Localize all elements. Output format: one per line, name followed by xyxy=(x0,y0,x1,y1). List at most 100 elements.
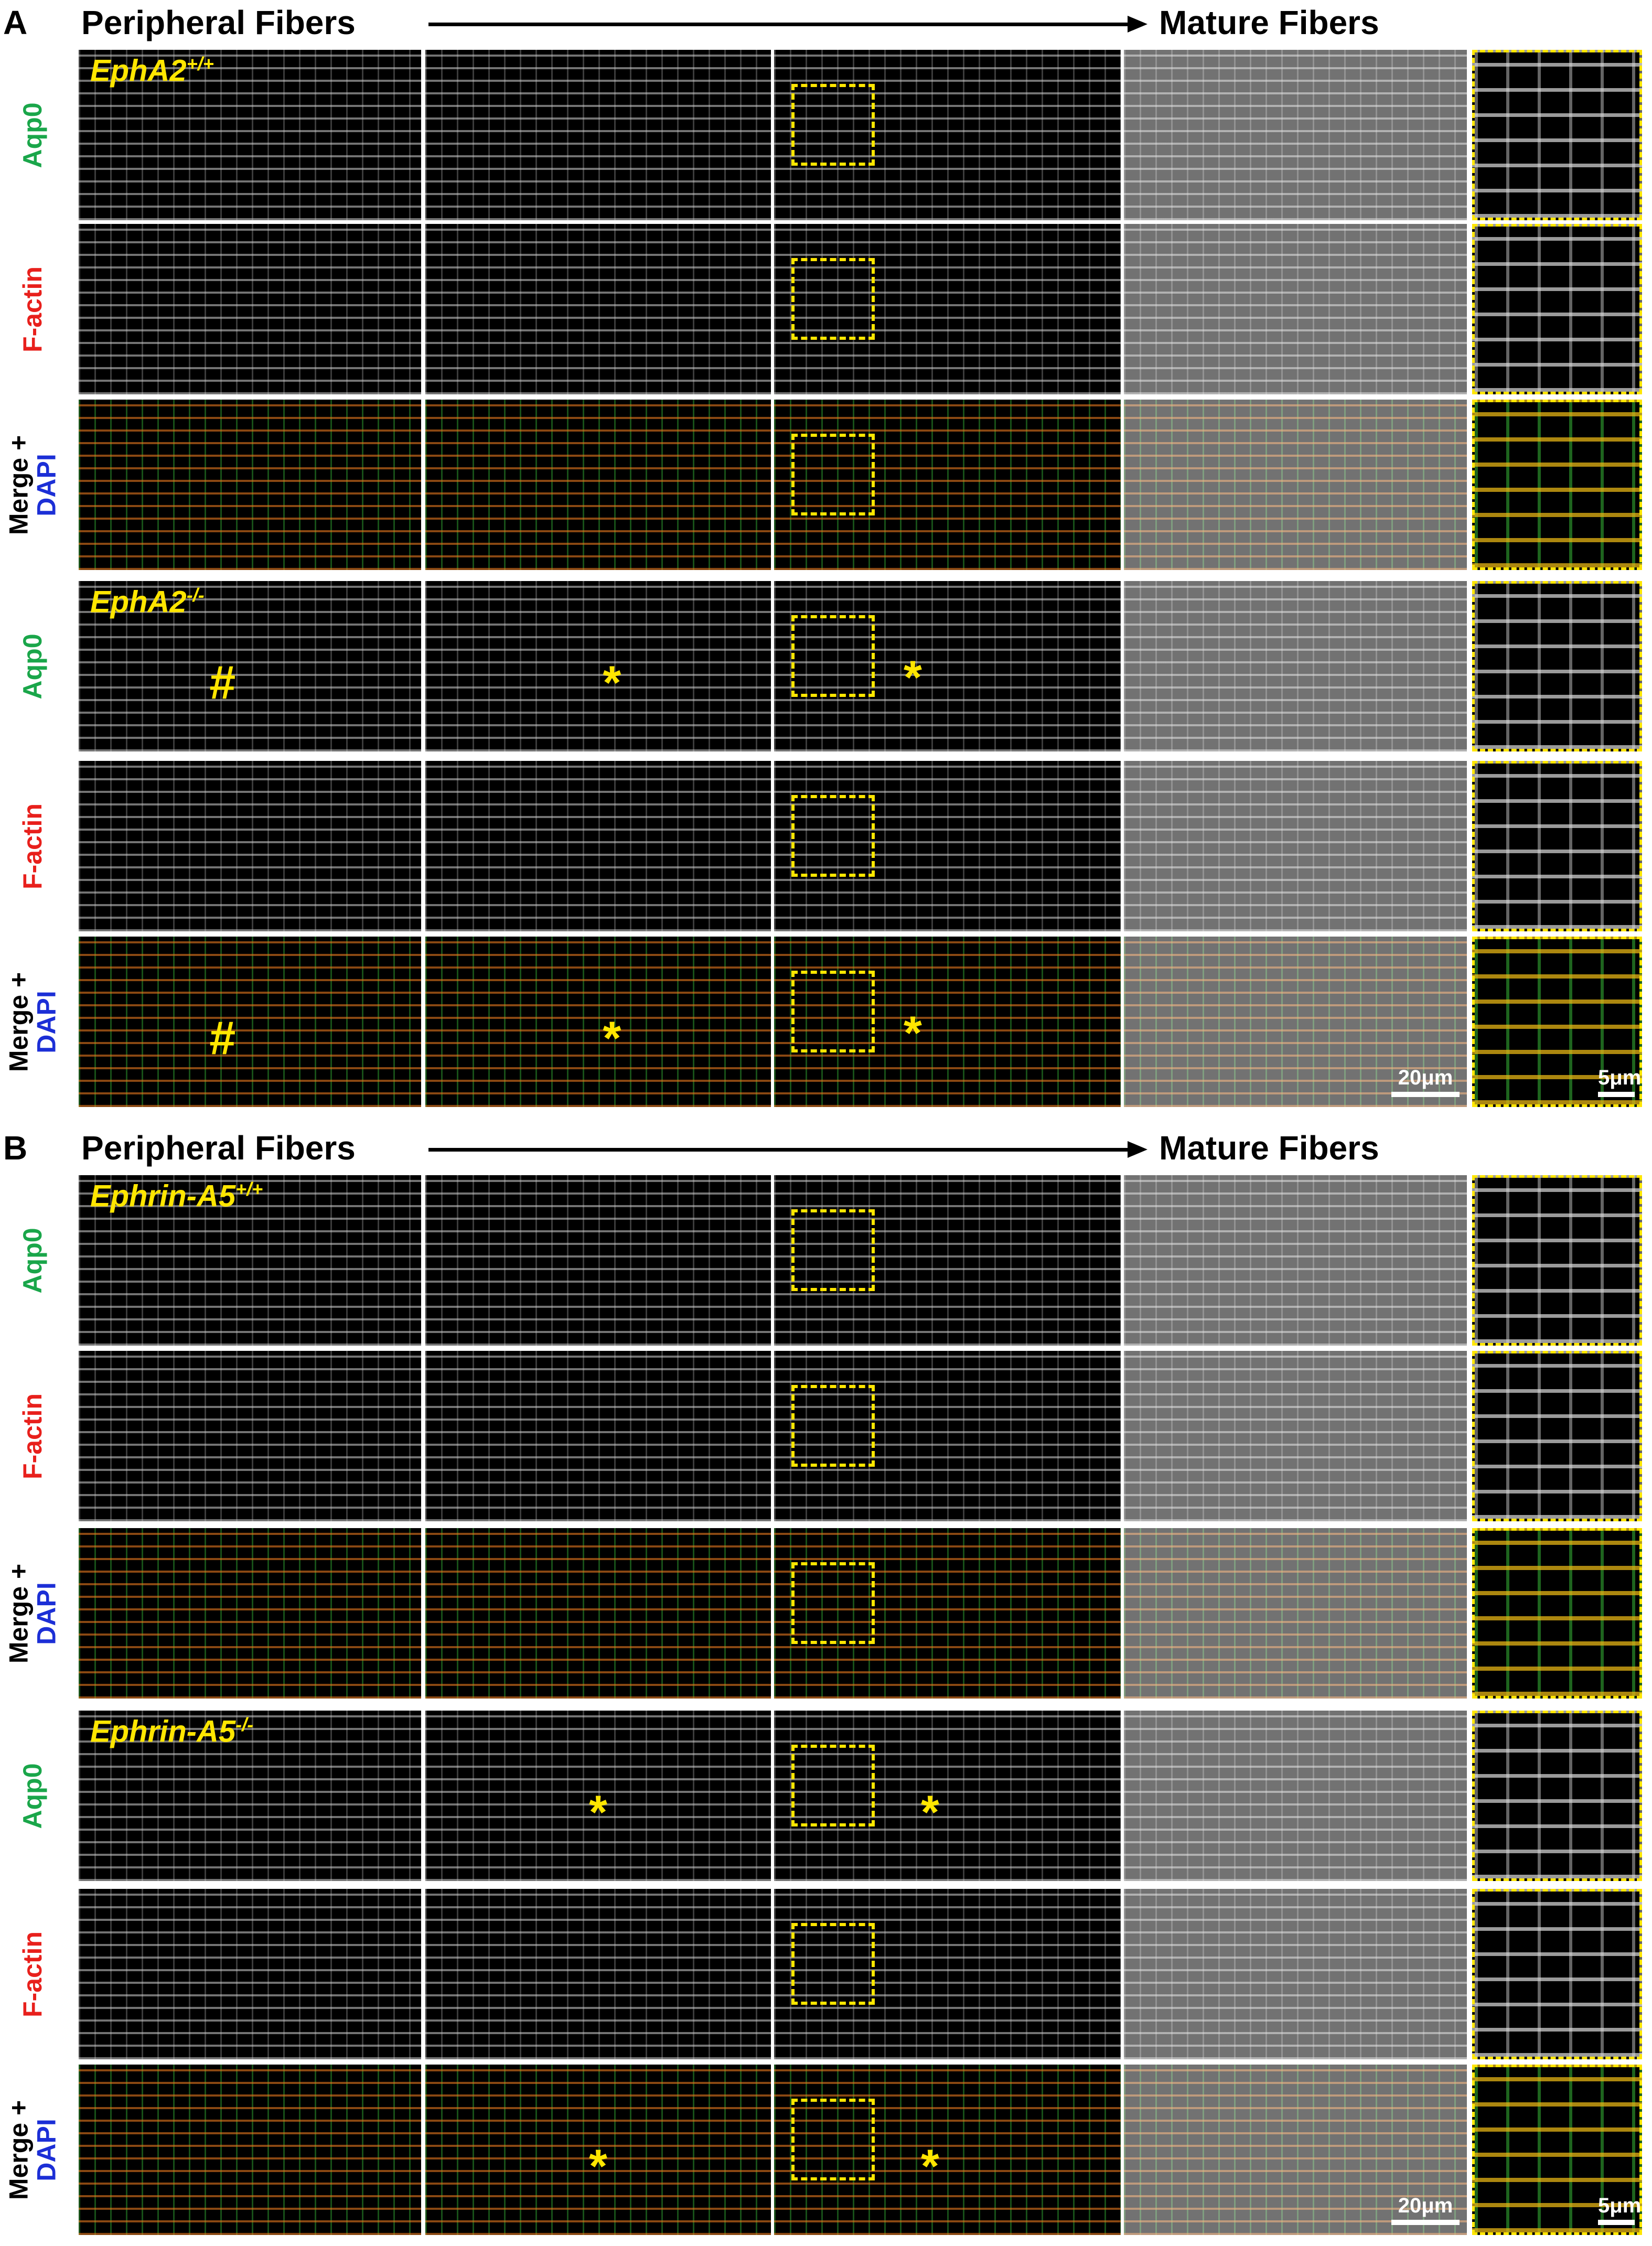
micrograph xyxy=(774,937,1121,1107)
channel-text: F-actin xyxy=(17,266,47,352)
channel-label: F-actin xyxy=(17,266,47,352)
micrograph xyxy=(1124,2065,1467,2235)
channel-label: F-actin xyxy=(17,803,47,889)
zoom-box xyxy=(791,84,875,166)
zoom-box xyxy=(791,615,875,697)
micrograph xyxy=(774,1528,1121,1699)
micrograph xyxy=(1124,1351,1467,1521)
micrograph xyxy=(1124,1175,1467,1346)
micrograph xyxy=(425,2065,771,2235)
genotype-label: Ephrin-A5-/- xyxy=(90,1714,253,1749)
channel-text: DAPI xyxy=(31,453,61,517)
zoom-box xyxy=(791,1923,875,2005)
header-end: Mature Fibers xyxy=(1159,4,1379,41)
micrograph xyxy=(1472,400,1642,570)
micrograph xyxy=(425,400,771,570)
channel-label: F-actin xyxy=(17,1393,47,1479)
micrograph xyxy=(1472,1889,1642,2059)
micrograph xyxy=(1124,761,1467,931)
micrograph xyxy=(774,1175,1121,1346)
arrow-line xyxy=(428,23,1131,26)
micrograph xyxy=(774,224,1121,394)
channel-label: Merge + DAPI xyxy=(4,972,61,1071)
scale-bar-label: 5μm xyxy=(1598,2194,1642,2217)
micrograph xyxy=(1124,224,1467,394)
genotype-label: EphA2-/- xyxy=(90,584,205,619)
channel-label: Aqp0 xyxy=(18,633,47,699)
micrograph xyxy=(774,581,1121,751)
annotation-mark: * xyxy=(903,651,922,704)
micrograph xyxy=(79,2065,421,2235)
annotation-mark: * xyxy=(920,1786,939,1839)
annotation-mark: * xyxy=(920,2140,939,2193)
genotype-name: EphA2 xyxy=(90,585,187,619)
scale-bar-label: 20μm xyxy=(1398,2194,1453,2217)
arrow-head xyxy=(1128,1141,1147,1158)
micrograph xyxy=(774,1351,1121,1521)
micrograph xyxy=(1124,1711,1467,1881)
genotype-label: Ephrin-A5+/+ xyxy=(90,1178,263,1213)
micrograph xyxy=(774,1889,1121,2059)
micrograph xyxy=(79,1351,421,1521)
zoom-box xyxy=(791,1562,875,1644)
channel-label: Aqp0 xyxy=(17,1763,47,1829)
annotation-mark: * xyxy=(603,657,621,710)
panel-letter: B xyxy=(3,1129,28,1167)
scale-bar-label: 5μm xyxy=(1598,1066,1642,1089)
genotype-superscript: -/- xyxy=(235,1714,254,1735)
annotation-mark: # xyxy=(209,657,236,710)
micrograph xyxy=(1124,50,1467,220)
micrograph xyxy=(1472,1528,1642,1699)
channel-label: Merge + DAPI xyxy=(4,1563,61,1663)
zoom-box xyxy=(791,434,875,515)
genotype-name: EphA2 xyxy=(90,53,187,88)
channel-text: DAPI xyxy=(31,1582,61,1645)
micrograph xyxy=(1472,2065,1642,2235)
micrograph xyxy=(79,1175,421,1346)
header-start: Peripheral Fibers xyxy=(81,4,356,41)
genotype-superscript: -/- xyxy=(186,584,205,606)
micrograph xyxy=(79,1528,421,1699)
channel-label: F-actin xyxy=(17,1931,47,2017)
channel-text: F-actin xyxy=(17,1931,47,2017)
micrograph xyxy=(1124,581,1467,751)
arrow-head xyxy=(1128,16,1147,33)
micrograph xyxy=(1472,581,1642,751)
micrograph xyxy=(425,581,771,751)
channel-text: DAPI xyxy=(31,2118,61,2181)
channel-text: Merge + xyxy=(4,435,34,535)
panel-letter: A xyxy=(3,4,28,41)
scale-bar-line xyxy=(1391,1092,1460,1097)
scale-bar-line xyxy=(1598,1092,1635,1097)
channel-text: F-actin xyxy=(17,1393,47,1479)
zoom-box xyxy=(791,1385,875,1467)
micrograph xyxy=(774,50,1121,220)
channel-label: Merge + DAPI xyxy=(4,2100,61,2200)
micrograph xyxy=(79,400,421,570)
genotype-superscript: +/+ xyxy=(186,53,214,74)
micrograph xyxy=(425,1175,771,1346)
micrograph xyxy=(1124,937,1467,1107)
zoom-box xyxy=(791,795,875,877)
channel-label: Merge + DAPI xyxy=(4,435,61,535)
channel-text: F-actin xyxy=(17,803,47,889)
channel-label: Aqp0 xyxy=(18,1228,47,1293)
channel-text: Merge + xyxy=(4,2100,34,2200)
channel-text: Aqp0 xyxy=(17,1763,47,1829)
scale-bar-label: 20μm xyxy=(1398,1066,1453,1089)
genotype-name: Ephrin-A5 xyxy=(90,1179,236,1213)
micrograph xyxy=(1472,1711,1642,1881)
scale-bar: 20μm xyxy=(1391,1066,1460,1097)
annotation-mark: * xyxy=(603,1012,621,1065)
micrograph xyxy=(79,761,421,931)
micrograph xyxy=(774,1711,1121,1881)
genotype-superscript: +/+ xyxy=(235,1178,263,1200)
zoom-box xyxy=(791,1745,875,1826)
header-start: Peripheral Fibers xyxy=(81,1129,356,1167)
micrograph xyxy=(425,761,771,931)
micrograph xyxy=(79,937,421,1107)
annotation-mark: * xyxy=(903,1007,922,1060)
zoom-box xyxy=(791,971,875,1052)
micrograph xyxy=(425,1889,771,2059)
